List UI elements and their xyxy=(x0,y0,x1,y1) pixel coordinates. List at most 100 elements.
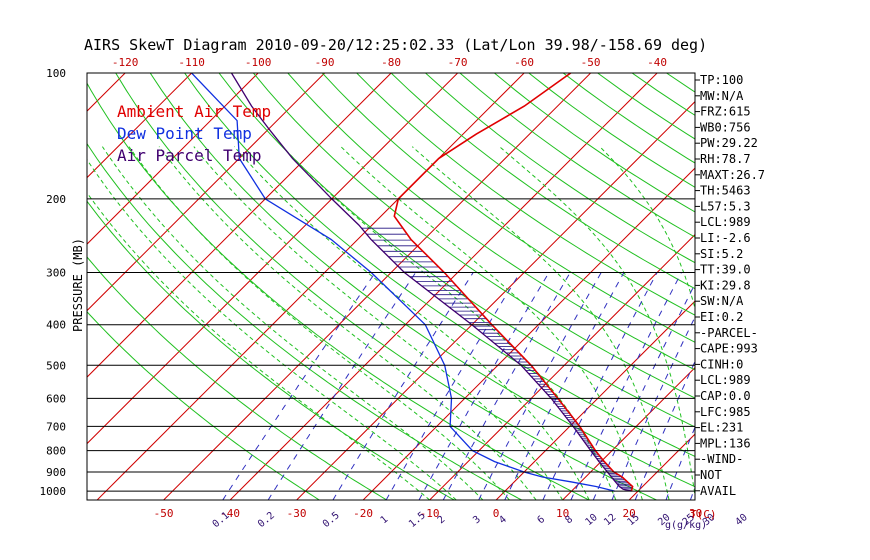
isotherm-line xyxy=(229,73,658,500)
top-temperature-tick-label: -90 xyxy=(315,56,335,69)
legend-entry: Ambient Air Temp xyxy=(117,102,271,121)
mixing-ratio-tick-label: 4 xyxy=(497,514,509,526)
dry-adiabat-line xyxy=(115,73,657,500)
dry-adiabat-line xyxy=(184,73,695,458)
pressure-tick-label: 200 xyxy=(46,193,66,206)
plot-frame xyxy=(86,72,696,501)
pressure-tick-label: 500 xyxy=(46,359,66,372)
isotherm-line xyxy=(87,73,259,245)
dry-adiabat-line xyxy=(666,73,695,93)
stability-index-item: TH:5463 xyxy=(700,184,751,198)
mixing-ratio-line xyxy=(665,426,695,500)
mixing-ratio-line xyxy=(743,273,830,501)
mixing-ratio-line xyxy=(592,282,695,500)
stability-index-item: SI:5.2 xyxy=(700,247,743,261)
mixing-ratio-line xyxy=(634,360,695,500)
top-temperature-tick-label: -40 xyxy=(647,56,667,69)
isotherm-line xyxy=(163,73,591,500)
isotherm-line xyxy=(96,73,525,500)
dry-adiabat-line xyxy=(356,73,695,316)
moist-adiabat-line xyxy=(87,191,430,500)
isotherm-line xyxy=(0,73,59,500)
mixing-ratio-line xyxy=(385,272,521,500)
mixing-ratio-tick-label: 0.5 xyxy=(321,510,342,530)
bottom-temperature-tick-label: 30 xyxy=(689,507,702,520)
bottom-temperature-tick-label: 20 xyxy=(622,507,635,520)
stability-index-item: NOT xyxy=(700,468,722,482)
pressure-tick-label: 700 xyxy=(46,420,66,433)
stability-index-item: TT:39.0 xyxy=(700,263,751,277)
isotherm-line xyxy=(87,73,458,445)
mixing-ratio-tick-label: 3 xyxy=(471,514,483,526)
stability-index-item: L57:5.3 xyxy=(700,199,751,213)
bottom-temperature-tick-label: 10 xyxy=(556,507,569,520)
stability-index-item: AVAIL xyxy=(700,484,736,498)
dew-point-temp-line xyxy=(191,73,615,492)
stability-index-item: CINH:0 xyxy=(700,357,743,371)
stability-index-item: MW:N/A xyxy=(700,89,744,103)
top-temperature-tick-label: -70 xyxy=(448,56,468,69)
mixing-ratio-tick-label: 8 xyxy=(563,514,575,526)
stability-index-item: -PARCEL- xyxy=(700,326,758,340)
mixing-ratio-grid xyxy=(222,272,830,501)
stability-index-item: WB0:756 xyxy=(700,120,751,134)
moist-adiabat-line xyxy=(233,146,590,500)
bottom-temperature-tick-label: -30 xyxy=(287,507,307,520)
isotherm-line xyxy=(87,73,192,179)
mixing-ratio-line xyxy=(504,272,625,500)
mixing-ratio-tick-label: 10 xyxy=(584,512,600,528)
legend-entry: Air Parcel Temp xyxy=(117,146,262,165)
mixing-ratio-tick-label: 40 xyxy=(734,512,750,528)
stability-index-item: LCL:989 xyxy=(700,215,751,229)
pressure-tick-label: 100 xyxy=(46,67,66,80)
mixing-ratio-line xyxy=(542,272,658,500)
stability-index-item: TP:100 xyxy=(700,73,743,87)
cape-hatching xyxy=(361,227,633,491)
moist-adiabat-line xyxy=(193,146,564,500)
moist-adiabat-grid xyxy=(87,146,695,500)
stability-index-item: CAPE:993 xyxy=(700,342,758,356)
stability-index-item: MPL:136 xyxy=(700,436,751,450)
dry-adiabat-line xyxy=(253,73,695,399)
pressure-tick-label: 800 xyxy=(46,445,66,458)
moist-adiabat-line xyxy=(128,146,510,500)
isotherm-line xyxy=(362,167,695,500)
isotherm-line xyxy=(296,100,695,500)
moist-adiabat-line xyxy=(158,146,537,500)
top-temperature-tick-labels: -120 -110 -100 -90 -80 -70 -60 -50 -40 xyxy=(112,56,667,69)
top-temperature-tick-label: -100 xyxy=(245,56,272,69)
sounding-series xyxy=(191,73,634,492)
stability-index-item: LCL:989 xyxy=(700,373,751,387)
stability-index-item: SW:N/A xyxy=(700,294,744,308)
bottom-temperature-tick-label: 0 xyxy=(493,507,500,520)
mixing-ratio-tick-label: 12 xyxy=(602,512,618,528)
mixing-ratio-line xyxy=(222,272,376,500)
x-axis-label: T(C) xyxy=(690,508,717,521)
top-temperature-tick-label: -110 xyxy=(178,56,205,69)
stability-index-item: RH:78.7 xyxy=(700,152,751,166)
isotherm-line xyxy=(87,73,325,312)
mixing-ratio-line xyxy=(478,272,602,500)
stability-index-item: CAP:0.0 xyxy=(700,389,751,403)
mixing-ratio-tick-label: 6 xyxy=(535,514,547,526)
dry-adiabat-line xyxy=(321,73,695,343)
stability-index-item: EI:0.2 xyxy=(700,310,743,324)
isotherm-line xyxy=(87,73,126,112)
mixing-ratio-line xyxy=(418,272,550,500)
pressure-tick-labels: 100 200 300 400 500 600 700 800 900 1000 xyxy=(40,67,67,498)
stability-index-item: LFC:985 xyxy=(700,405,751,419)
top-temperature-tick-label: -60 xyxy=(514,56,534,69)
top-temperature-tick-label: -50 xyxy=(581,56,601,69)
mixing-ratio-line xyxy=(332,272,474,500)
dry-adiabat-line xyxy=(87,142,522,500)
dry-adiabat-line xyxy=(494,73,695,213)
stability-index-item: EL:231 xyxy=(700,421,743,435)
dry-adiabat-line xyxy=(287,73,695,371)
bottom-temperature-tick-label: -50 xyxy=(154,507,174,520)
chart-title: AIRS SkewT Diagram 2010-09-20/12:25:02.3… xyxy=(84,36,708,54)
bottom-temperature-tick-labels: -50 -40 -30 -20 -10 0 10 20 30 xyxy=(154,507,703,520)
stability-index-item: KI:29.8 xyxy=(700,278,751,292)
pressure-tick-label: 1000 xyxy=(40,485,67,498)
mixing-ratio-tick-label: 0.2 xyxy=(256,510,277,530)
y-axis-label: PRESSURE (MB) xyxy=(71,238,85,332)
